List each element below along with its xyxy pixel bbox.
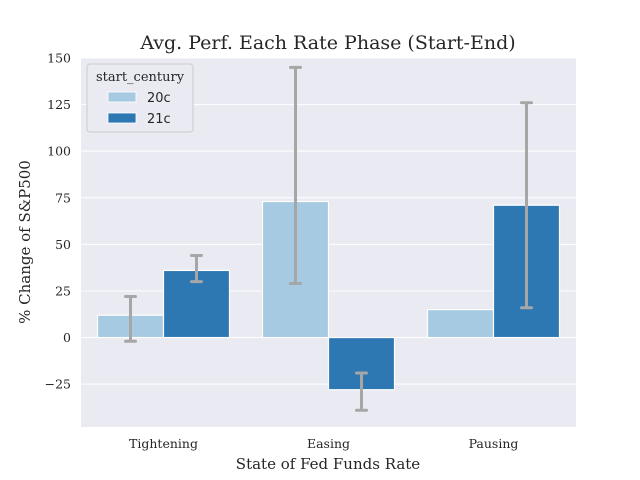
x-tick-label: Easing: [307, 436, 350, 451]
y-tick-label: 50: [55, 237, 71, 252]
y-tick-label: 150: [47, 51, 71, 66]
y-tick-labels: −25 0 25 50 75 100 125 150: [45, 51, 71, 392]
y-tick-label: 100: [47, 144, 71, 159]
x-tick-label: Tightening: [129, 436, 198, 451]
legend-entry: 20c: [147, 91, 171, 106]
x-tick-labels: Tightening Easing Pausing: [129, 436, 518, 451]
error-bars: [124, 65, 533, 412]
x-axis-label: State of Fed Funds Rate: [236, 455, 421, 473]
y-tick-label: 25: [55, 283, 71, 298]
bar: [426, 308, 495, 339]
legend-title: start_century: [96, 70, 185, 85]
y-tick-label: 75: [55, 190, 71, 205]
y-axis-label: % Change of S&P500: [16, 160, 34, 324]
legend-swatch: [107, 91, 137, 103]
y-tick-label: 125: [47, 97, 71, 112]
legend: start_century 20c 21c: [86, 63, 194, 133]
legend-swatch: [107, 112, 137, 124]
chart-title: Avg. Perf. Each Rate Phase (Start-End): [139, 32, 515, 54]
y-tick-label: 0: [63, 330, 71, 345]
y-tick-label: −25: [45, 377, 71, 392]
x-tick-label: Pausing: [469, 436, 519, 451]
legend-entry: 21c: [147, 112, 171, 127]
